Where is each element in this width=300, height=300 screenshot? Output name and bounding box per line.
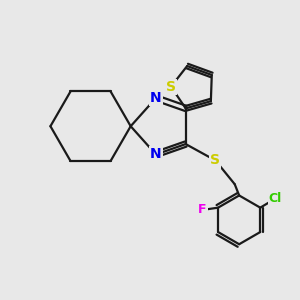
Text: S: S: [210, 153, 220, 167]
Text: N: N: [150, 148, 162, 161]
Text: F: F: [198, 202, 207, 216]
Text: Cl: Cl: [268, 192, 282, 205]
Text: N: N: [150, 91, 162, 105]
Text: S: S: [166, 80, 176, 94]
